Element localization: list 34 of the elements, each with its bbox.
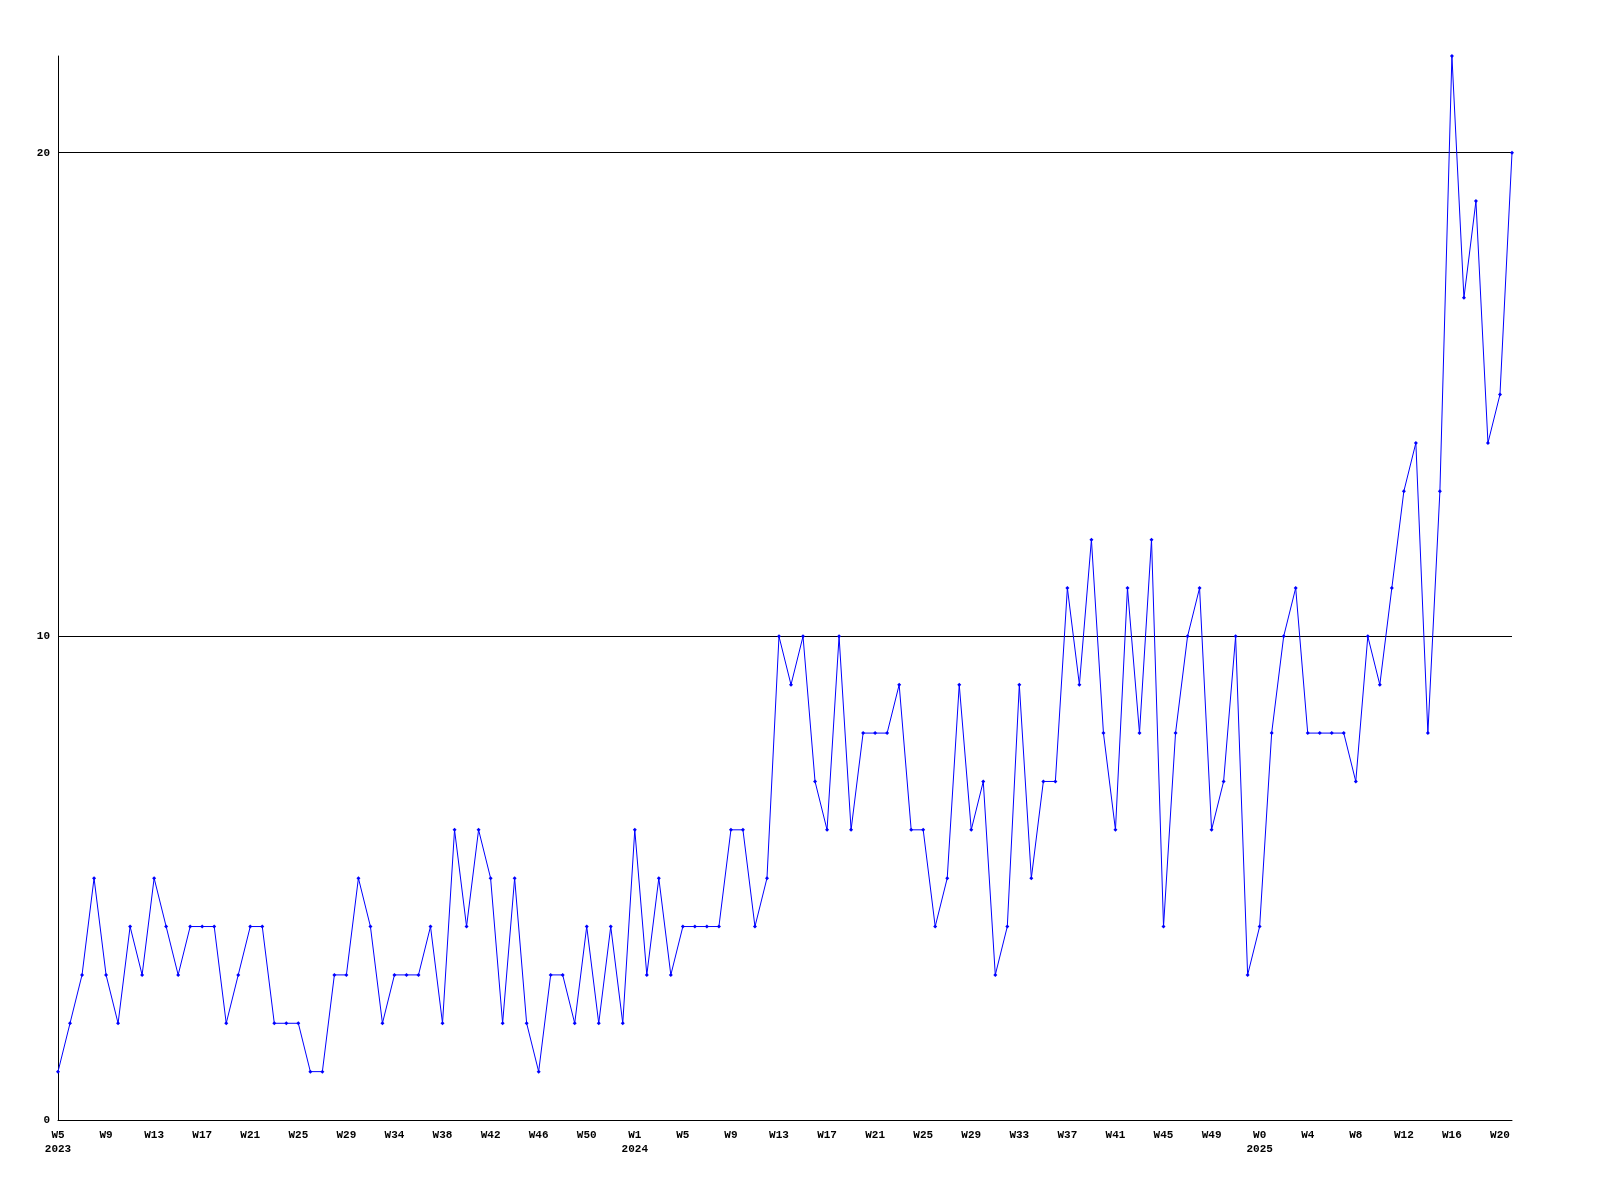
x-tick-label: W13 xyxy=(144,1129,165,1141)
x-tick-label: W8 xyxy=(1349,1129,1363,1141)
x-tick-label: W42 xyxy=(480,1129,501,1141)
x-tick-label: W21 xyxy=(865,1129,886,1141)
x-tick-label: W17 xyxy=(192,1129,213,1141)
x-tick-label: W13 xyxy=(769,1129,790,1141)
x-tick-label: W9 xyxy=(99,1129,113,1141)
x-tick-label: W21 xyxy=(240,1129,261,1141)
x-tick-label: W12 xyxy=(1393,1129,1414,1141)
x-tick-label: W25 xyxy=(913,1129,934,1141)
x-tick-label: W33 xyxy=(1009,1129,1030,1141)
x-tick-label: W20 xyxy=(1490,1129,1510,1141)
x-tick-label: W9 xyxy=(724,1129,738,1141)
x-tick-label: W29 xyxy=(961,1129,982,1141)
x-tick-label: W50 xyxy=(576,1129,597,1141)
y-tick-label: 0 xyxy=(43,1114,50,1126)
x-tick-label: W49 xyxy=(1201,1129,1222,1141)
y-tick-label: 10 xyxy=(36,630,50,643)
x-tick-label: W0 2025 xyxy=(1246,1129,1274,1155)
x-tick-label: W5 2023 xyxy=(44,1129,72,1155)
x-tick-label: W5 xyxy=(676,1129,690,1141)
x-tick-label: W16 xyxy=(1442,1129,1462,1141)
x-tick-label: W1 2024 xyxy=(621,1129,649,1155)
x-tick-label: W46 xyxy=(528,1129,549,1141)
x-tick-label: W45 xyxy=(1153,1129,1174,1141)
x-tick-label: W29 xyxy=(336,1129,357,1141)
y-tick-label: 20 xyxy=(36,146,50,159)
x-tick-label: W4 xyxy=(1301,1129,1315,1141)
x-tick-label: W25 xyxy=(288,1129,309,1141)
x-tick-label: W34 xyxy=(384,1129,405,1141)
x-tick-label: W41 xyxy=(1105,1129,1126,1141)
x-tick-label: W38 xyxy=(432,1129,453,1141)
x-tick-label: W17 xyxy=(817,1129,837,1141)
x-tick-label: W37 xyxy=(1057,1129,1078,1141)
